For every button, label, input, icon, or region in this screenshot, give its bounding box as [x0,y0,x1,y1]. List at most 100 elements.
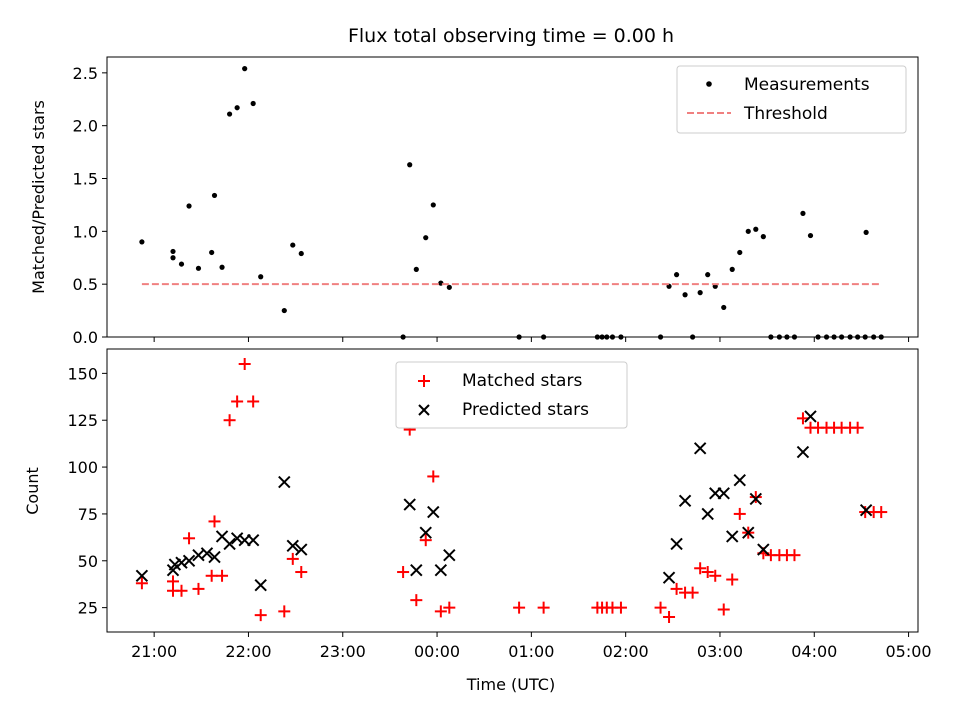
matched-stars-point [223,414,236,427]
matched-stars-point [513,601,526,614]
measurements-point [807,232,814,239]
predicted-stars-point [427,505,440,519]
matched-stars-point [654,601,667,614]
measurements-point [298,250,304,257]
matched-stars-point [709,569,722,582]
matched-stars-point [238,357,251,370]
measurements-point [242,66,248,72]
predicted-stars-point [443,548,456,562]
matched-stars-point [410,594,423,607]
legend-predicted-label: Predicted stars [462,400,589,420]
measurements-point [209,249,215,256]
bottom-plot-area: 21:00 22:00 23:00 00:00 01:00 02:00 03:00 04:00… [67,357,932,661]
bottom-y-tick-label: 50 [78,552,98,571]
bottom-x-axis-label: Time (UTC) [466,675,555,694]
bottom-x-tick-label: 05:00 [886,642,932,661]
measurements-point [721,304,727,311]
bottom-plot-frame [106,348,919,633]
matched-stars-point [670,582,683,595]
legend-matched-marker [418,375,430,387]
legend-measurements-label: Measurements [744,75,870,95]
measurements-point [760,234,766,240]
predicted-stars-point [135,569,149,582]
measurements-point [753,226,759,232]
predicted-stars-point [223,537,236,551]
predicted-stars-point [208,550,221,564]
matched-stars-point [663,611,676,624]
measurements-point [250,100,256,107]
bottom-x-tick-label: 23:00 [320,642,366,661]
legend-measurements-marker [706,81,712,87]
predicted-stars-point [434,563,448,577]
measurements-point [186,203,192,209]
matched-stars-point [796,412,809,425]
predicted-stars-point [295,543,308,556]
matched-stars-point [135,577,148,590]
matched-stars-point [175,584,188,597]
predicted-stars-point [230,532,244,545]
predicted-stars-point [733,473,746,487]
measurements-point [682,292,688,298]
predicted-stars-point [182,554,196,567]
matched-stars-point [231,395,244,408]
measurements-point [446,284,452,290]
predicted-stars-point [175,556,188,569]
matched-stars-point [397,566,410,579]
bottom-x-tick-label: 01:00 [508,642,554,661]
top-chart-title: Flux total observing time = 0.00 h [348,25,674,47]
predicted-stars-point [678,494,692,508]
measurements-point [745,228,751,234]
measurements-point [281,307,287,314]
bottom-y-tick-label: 25 [78,599,98,618]
measurements-point [737,249,743,256]
matched-stars-point [205,569,218,582]
matched-stars-point [851,421,864,434]
top-plot-frame [106,56,919,338]
predicted-stars-point [662,571,676,584]
bottom-x-tick-label: 03:00 [697,642,743,661]
measurements-point [673,272,680,278]
matched-stars-point [254,609,267,622]
predicted-stars-point [286,539,299,552]
matched-stars-point [247,395,260,408]
matched-stars-point [192,582,205,595]
matched-stars-point [733,507,746,520]
matched-stars-point [183,532,196,545]
top-y-tick-label: 0.0 [73,328,98,347]
matched-stars-point [701,566,714,579]
bottom-y-tick-label: 100 [67,458,98,477]
matched-stars-point [694,562,707,575]
measurements-point [800,210,806,216]
bottom-y-tick-label: 75 [78,505,98,524]
measurements-point [290,242,296,248]
matched-stars-point [686,586,699,599]
matched-stars-point [434,605,447,618]
measurements-point [170,255,176,261]
measurements-point [729,266,735,272]
matched-stars-point [167,575,180,588]
matched-stars-point [216,569,229,582]
predicted-stars-point [749,492,763,506]
top-y-tick-label: 2.0 [73,117,98,136]
matched-stars-point [537,601,550,614]
measurements-point [430,202,436,208]
matched-stars-point [295,566,308,579]
legend-matched-label: Matched stars [462,371,582,391]
predicted-stars-point [410,563,423,577]
matched-stars-point [717,603,730,616]
measurements-point [863,229,869,235]
predicted-stars-point [726,530,739,543]
bottom-legend-box [395,361,628,429]
top-y-tick-label: 2.5 [73,64,98,83]
measurements-point [211,192,218,199]
measurements-point [219,264,225,270]
top-y-tick-label: 1.0 [73,222,98,241]
matched-stars-point [726,573,739,586]
predicted-stars-point [693,442,707,455]
predicted-stars-point [246,533,260,547]
measurements-point [423,235,429,241]
matched-stars-point [749,491,762,504]
measurements-point [195,265,202,271]
predicted-stars-point [804,410,817,423]
